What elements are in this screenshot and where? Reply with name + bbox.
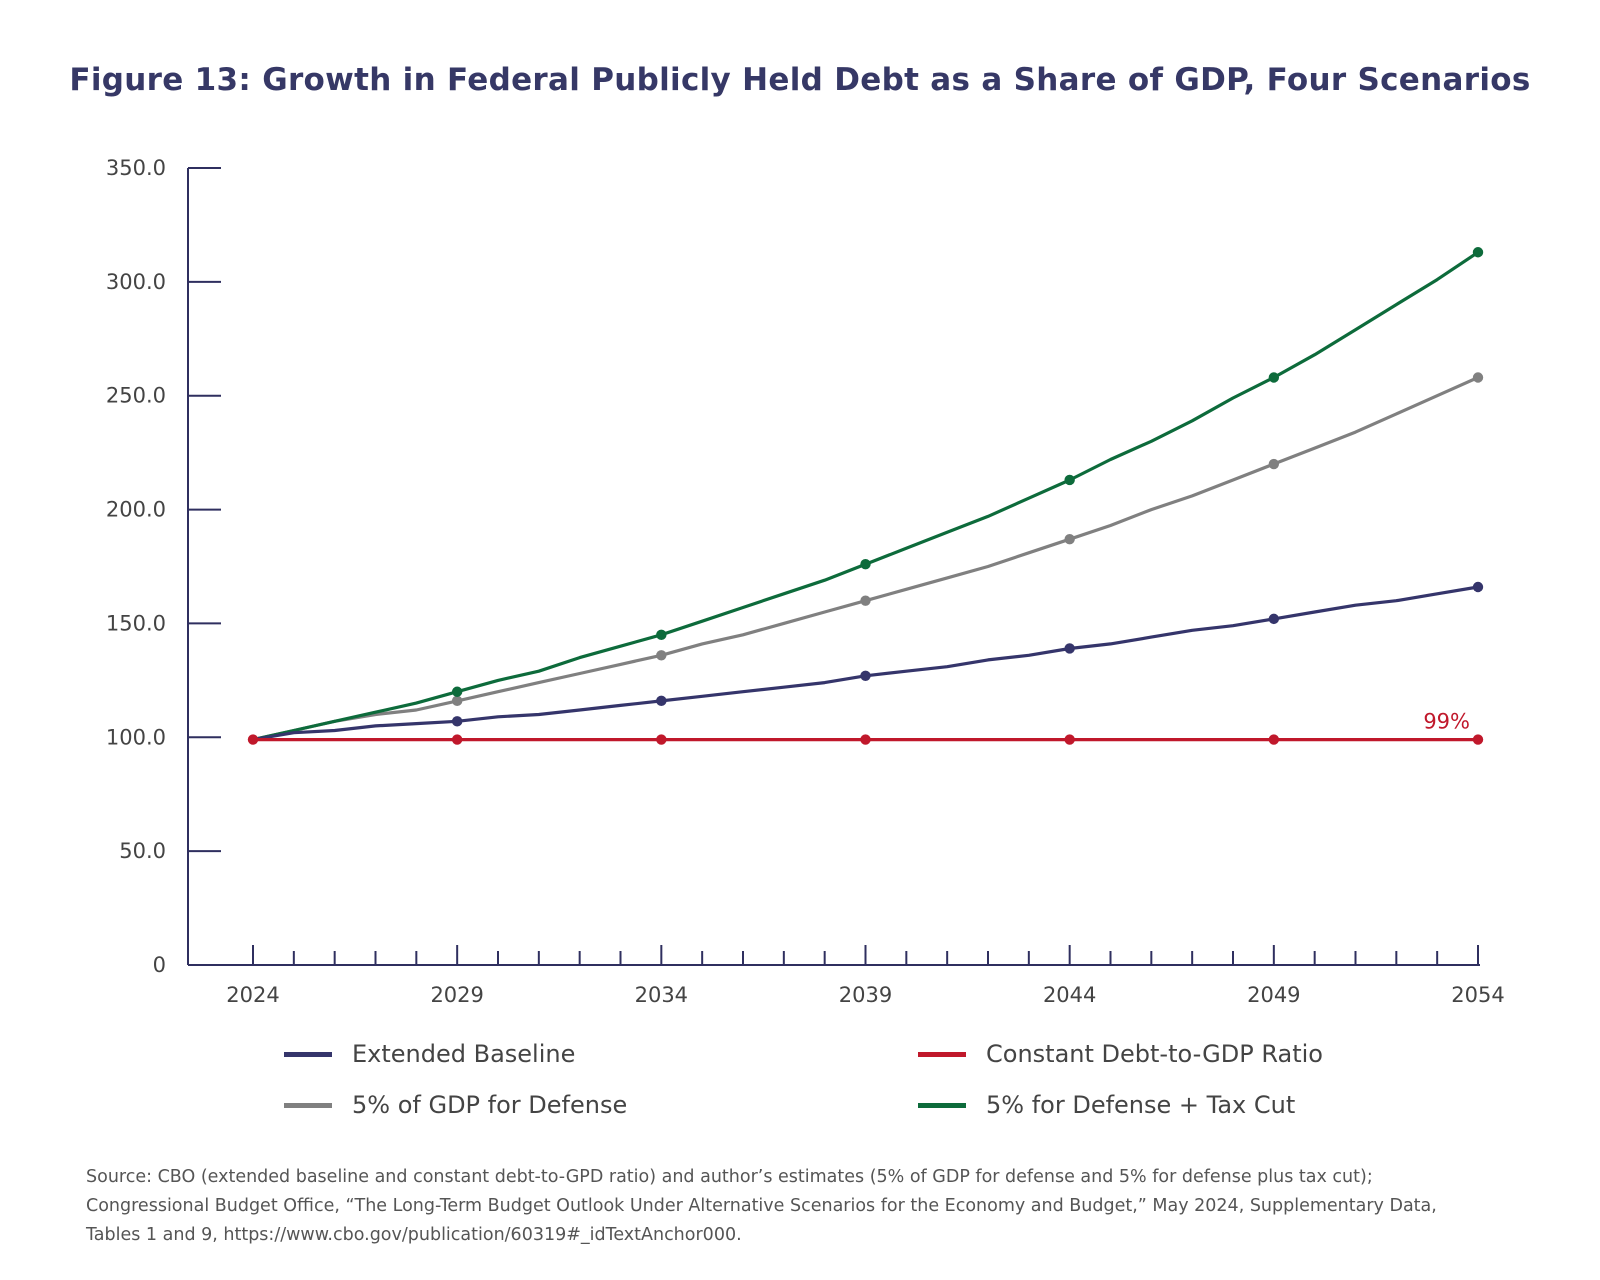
series-point [1268, 734, 1280, 745]
series-point [451, 686, 463, 697]
annotations: 99% [1423, 710, 1470, 734]
x-tick-label: 2029 [430, 983, 483, 1007]
series-point [1064, 734, 1075, 745]
x-tick-label: 2039 [839, 983, 892, 1007]
series-point [1268, 458, 1280, 470]
y-tick-label: 350.0 [106, 156, 166, 180]
legend-item-extended-baseline: Extended Baseline [284, 1040, 575, 1068]
series-point [860, 559, 871, 570]
series-point [1472, 581, 1484, 593]
legend-swatch [284, 1102, 332, 1108]
legend-label: 5% for Defense + Tax Cut [986, 1091, 1296, 1119]
series-point [656, 650, 667, 661]
legend-item-defense-tax-cut: 5% for Defense + Tax Cut [918, 1091, 1295, 1119]
source-line: Source: CBO (extended baseline and const… [86, 1167, 1373, 1187]
y-tick-label: 0 [153, 953, 166, 977]
source-line: Tables 1 and 9, https://www.cbo.gov/publ… [86, 1225, 742, 1245]
series-point [1472, 734, 1484, 745]
annotation-label: 99% [1423, 710, 1470, 734]
series-point [1268, 613, 1280, 625]
x-tick-label: 2034 [635, 983, 688, 1007]
legend-label: Constant Debt-to-GDP Ratio [986, 1040, 1323, 1068]
chart-title: Figure 13: Growth in Federal Publicly He… [69, 62, 1531, 98]
y-tick-label: 300.0 [106, 270, 166, 294]
series-markers [247, 247, 1484, 745]
series-point [1268, 372, 1280, 383]
x-tick-label: 2049 [1247, 983, 1300, 1007]
legend-item-constant-ratio: Constant Debt-to-GDP Ratio [918, 1040, 1323, 1068]
series-point [1472, 372, 1484, 383]
line-chart: 0 50.0 100.0 150.0 200.0 250.0 300.0 350.0 2024… [106, 156, 1505, 1007]
series-point [1472, 247, 1484, 258]
series-point [1064, 643, 1075, 654]
series-point [656, 695, 667, 707]
series-line-1 [251, 375, 1480, 742]
legend-swatch [918, 1102, 966, 1108]
series-line-0 [251, 585, 1480, 742]
y-tick-label: 200.0 [106, 498, 166, 522]
series-point [451, 716, 463, 727]
series-line-3 [251, 250, 1480, 742]
legend-item-defense: 5% of GDP for Defense [284, 1091, 627, 1119]
x-axis-ticks: 2024 2029 2034 2039 2044 2049 2054 [226, 945, 1505, 1007]
axes [187, 168, 1480, 966]
x-tick-label: 2044 [1043, 983, 1096, 1007]
source-line: Congressional Budget Office, “The Long-T… [86, 1196, 1437, 1216]
series-point [451, 695, 463, 707]
series-point [860, 595, 871, 606]
y-tick-label: 250.0 [106, 384, 166, 408]
series-point [656, 629, 667, 641]
series-lines [251, 250, 1480, 742]
y-axis-ticks: 0 50.0 100.0 150.0 200.0 250.0 300.0 350.0 [106, 156, 221, 977]
legend-label: Extended Baseline [352, 1040, 576, 1068]
legend-label: 5% of GDP for Defense [352, 1091, 628, 1119]
legend-swatch [918, 1051, 966, 1057]
series-point [860, 670, 871, 682]
series-point [1064, 533, 1075, 545]
x-tick-label: 2054 [1451, 983, 1504, 1007]
series-point [451, 734, 463, 745]
legend: Extended Baseline Constant Debt-to-GDP R… [0, 1040, 1600, 1140]
series-point [1064, 474, 1075, 486]
series-point [656, 734, 667, 745]
series-point [860, 734, 871, 745]
y-tick-label: 100.0 [106, 725, 166, 749]
y-tick-label: 50.0 [119, 839, 166, 863]
x-tick-label: 2024 [226, 983, 279, 1007]
series-point [247, 734, 259, 745]
source-note: Source: CBO (extended baseline and const… [86, 1163, 1566, 1250]
legend-swatch [284, 1051, 332, 1057]
y-tick-label: 150.0 [106, 611, 166, 635]
